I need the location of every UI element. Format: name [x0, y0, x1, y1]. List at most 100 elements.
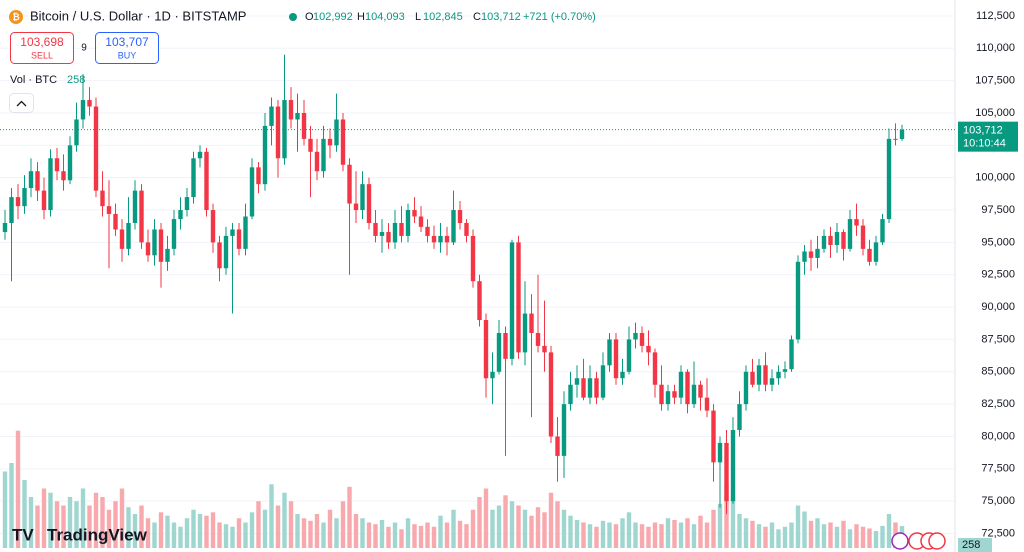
volume-bar — [100, 497, 105, 548]
candle-body — [847, 219, 853, 249]
symbol-title: Bitcoin / U.S. Dollar · 1D · BITSTAMP — [30, 8, 246, 23]
volume-bar — [15, 430, 21, 548]
candle-body — [529, 313, 534, 333]
y-tick-label: 72,500 — [981, 527, 1015, 539]
candle-body — [730, 430, 736, 502]
candle-body — [275, 106, 281, 159]
spread: 9 — [81, 43, 87, 54]
volume-bar — [217, 522, 222, 548]
volume-bar — [815, 518, 820, 548]
volume-bar — [854, 524, 859, 548]
buy-button[interactable] — [95, 32, 159, 64]
volume-bar — [789, 522, 794, 548]
candle-body — [373, 222, 378, 236]
volume-bar — [548, 492, 554, 548]
sell-price: 103,698 — [20, 35, 64, 49]
candle-body — [100, 190, 105, 207]
price-tag-value: 103,712 — [963, 125, 1003, 137]
candle-body — [217, 242, 222, 269]
volume-tag-value: 258 — [962, 539, 980, 551]
sell-button[interactable] — [10, 32, 74, 64]
volume-bar — [802, 511, 807, 548]
candle-body — [626, 339, 632, 372]
volume-bar — [360, 518, 365, 548]
candle-body — [633, 332, 638, 340]
candle-body — [522, 313, 528, 353]
y-tick-label: 92,500 — [981, 269, 1015, 281]
volume-bar — [282, 492, 287, 548]
candle-body — [665, 391, 671, 405]
volume-bar — [490, 509, 495, 548]
volume-bar — [886, 514, 892, 548]
ohlc-legend: O 102,992 H 104,093 L 102,845 C 103,712 +721 (+0… — [305, 11, 596, 23]
candle-body — [620, 371, 625, 379]
logo-mark: TV — [12, 525, 34, 544]
price-tag-countdown: 10:10:44 — [963, 138, 1006, 150]
volume-bar — [594, 526, 599, 548]
volume-bar — [704, 522, 710, 548]
candle-body — [886, 138, 892, 220]
candle-body — [789, 339, 794, 370]
volume-bar — [717, 503, 723, 548]
y-tick-label: 90,000 — [981, 301, 1015, 313]
volume-bar — [776, 529, 781, 548]
volume-bar — [457, 520, 463, 548]
volume-bar — [730, 497, 736, 548]
volume-bar — [795, 505, 801, 548]
y-tick-label: 87,500 — [981, 333, 1015, 345]
ohlc-key: O — [305, 11, 314, 23]
event-icon[interactable] — [891, 532, 909, 550]
candle-body — [171, 219, 177, 249]
candle-body — [288, 100, 294, 120]
ohlc-value: 103,712 — [481, 11, 521, 23]
candle-body — [301, 112, 307, 139]
candle-body — [321, 138, 326, 172]
candle-body — [821, 235, 827, 249]
volume-bar — [327, 509, 333, 548]
volume-bar — [646, 526, 651, 548]
volume-bar — [880, 525, 885, 548]
candle-body — [139, 190, 144, 243]
candle-body — [691, 384, 697, 405]
candle-body — [269, 106, 274, 126]
collapse-button[interactable] — [9, 93, 34, 113]
volume-bar — [698, 515, 703, 548]
volume-bar — [28, 497, 34, 548]
candle-body — [184, 197, 190, 211]
candle-body — [119, 229, 125, 249]
candle-body — [412, 210, 417, 217]
volume-bar — [620, 518, 625, 548]
volume-bar — [87, 505, 92, 548]
candle-body — [516, 242, 521, 353]
volume-bar — [379, 519, 385, 548]
candle-body — [236, 229, 242, 249]
event-icon[interactable] — [928, 532, 946, 550]
volume-bar — [821, 524, 827, 548]
volume-bar — [210, 512, 216, 548]
candle-body — [438, 235, 443, 243]
volume-bar — [236, 518, 242, 548]
volume-bar — [841, 520, 846, 548]
volume-bar — [561, 509, 567, 548]
candle-body — [451, 210, 456, 243]
volume-bar — [542, 512, 547, 548]
buy-label: BUY — [118, 50, 137, 60]
candle-body — [542, 345, 547, 353]
volume-bar — [724, 484, 729, 548]
candle-body — [860, 225, 866, 249]
y-tick-label: 105,000 — [975, 107, 1015, 119]
candle-body — [106, 206, 112, 214]
volume-bar — [191, 509, 196, 548]
candle-body — [327, 138, 333, 146]
candle-body — [782, 369, 788, 372]
candle-body — [652, 352, 658, 385]
candle-body — [399, 222, 404, 236]
volume-bar — [256, 501, 261, 548]
candle-body — [126, 222, 131, 249]
volume-bar — [113, 501, 118, 548]
volume-bar — [581, 522, 586, 548]
ohlc-change: +721 (+0.70%) — [523, 11, 596, 23]
volume-bar — [243, 522, 248, 548]
candle-body — [568, 384, 573, 405]
candle-body — [828, 235, 833, 245]
